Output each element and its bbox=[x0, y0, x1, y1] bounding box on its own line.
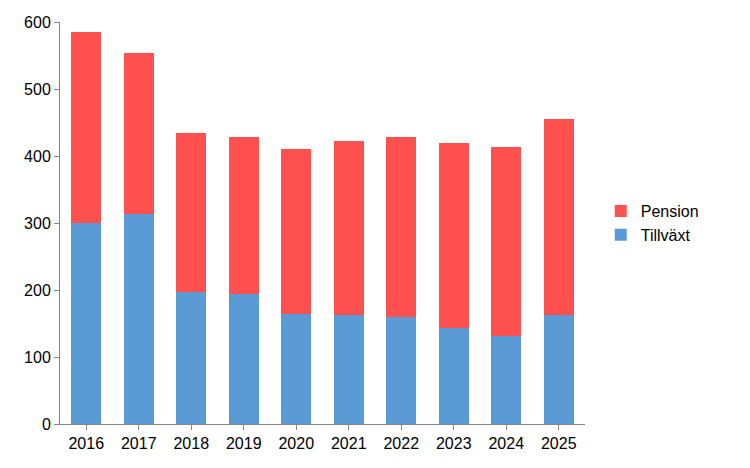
svg-text:300: 300 bbox=[24, 215, 51, 232]
svg-text:400: 400 bbox=[24, 148, 51, 165]
svg-text:2018: 2018 bbox=[173, 435, 209, 452]
svg-text:600: 600 bbox=[24, 14, 51, 31]
svg-text:Tillväxt: Tillväxt bbox=[641, 227, 691, 244]
svg-text:2019: 2019 bbox=[226, 435, 262, 452]
svg-text:2022: 2022 bbox=[383, 435, 419, 452]
svg-text:2024: 2024 bbox=[488, 435, 524, 452]
svg-text:500: 500 bbox=[24, 81, 51, 98]
svg-text:0: 0 bbox=[42, 416, 51, 433]
svg-text:2023: 2023 bbox=[436, 435, 472, 452]
svg-text:2020: 2020 bbox=[278, 435, 314, 452]
svg-text:Pension: Pension bbox=[641, 203, 699, 220]
svg-text:2021: 2021 bbox=[331, 435, 367, 452]
svg-text:100: 100 bbox=[24, 349, 51, 366]
svg-text:2025: 2025 bbox=[541, 435, 577, 452]
svg-text:2016: 2016 bbox=[68, 435, 104, 452]
svg-text:200: 200 bbox=[24, 282, 51, 299]
svg-text:2017: 2017 bbox=[121, 435, 157, 452]
